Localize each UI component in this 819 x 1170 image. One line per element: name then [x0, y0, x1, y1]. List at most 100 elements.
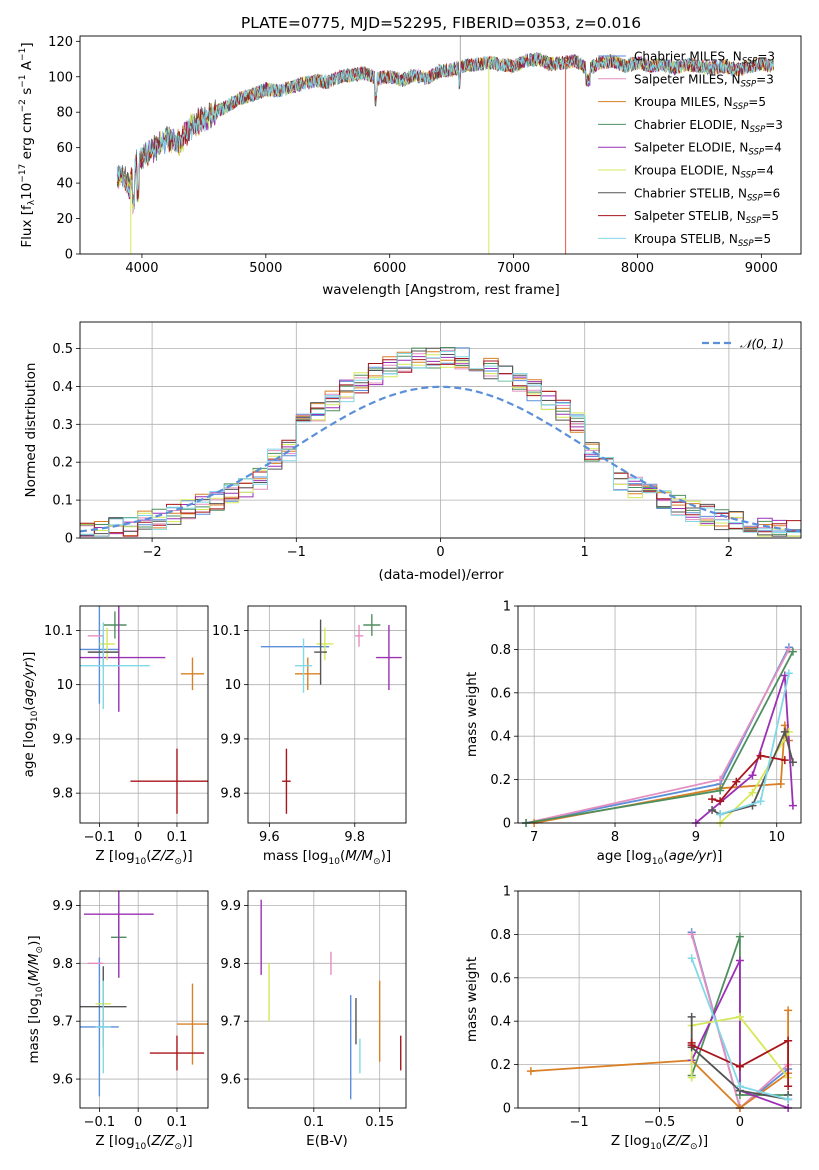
- x-tick-label: 9000: [745, 261, 778, 276]
- label-part: mass [log: [263, 848, 329, 864]
- label-part: SSP: [748, 148, 764, 158]
- axes-frame: [79, 605, 209, 824]
- x-tick-label: 0: [736, 1115, 744, 1130]
- y-tick-label: 9.9: [52, 899, 73, 914]
- weight-marker: [526, 1067, 535, 1076]
- x-tick-label: 5000: [249, 261, 282, 276]
- panel-mass_vs_ebv: 0.1 0.15 9.6 9.7 9.8 9.9 E(B-V): [220, 890, 407, 1149]
- label-part: age [log: [597, 848, 652, 864]
- label-part: Flux [f: [19, 204, 35, 248]
- weight-marker: [788, 801, 797, 810]
- label-part: s: [19, 88, 35, 99]
- y-tick-label: 0.1: [52, 494, 73, 509]
- x-tick-label: 6000: [373, 261, 406, 276]
- weight-marker: [687, 1012, 696, 1021]
- x-tick-label: −1: [287, 545, 306, 560]
- label-part: 10: [650, 1142, 662, 1152]
- label-part: Kroupa ELODIE, N: [634, 164, 741, 178]
- label-part: ⊙: [175, 1142, 183, 1152]
- y-tick-label: 0.8: [490, 643, 511, 658]
- y-tick-label: 0.5: [52, 342, 73, 357]
- weight-marker: [780, 756, 789, 765]
- y-tick-label: 60: [56, 141, 73, 156]
- x-axis-label: Z [log10(Z/Z⊙)]: [95, 848, 192, 867]
- weight-marker: [687, 954, 696, 963]
- label-part: )]: [381, 848, 392, 864]
- x-tick-label: 0.1: [303, 1115, 324, 1130]
- label-part: (: [663, 848, 668, 864]
- weight-marker: [784, 1036, 793, 1045]
- label-part: (: [340, 848, 345, 864]
- label-part: =4: [756, 164, 774, 178]
- label-part: 10: [19, 183, 35, 200]
- weight-line: [525, 651, 794, 823]
- axes-frame: [79, 35, 802, 255]
- label-part: )]: [698, 1133, 709, 1149]
- label-part: )]: [21, 652, 37, 663]
- axes-frame: [247, 605, 407, 824]
- label-part: SSP: [738, 239, 754, 249]
- histogram-line: [80, 354, 801, 537]
- label-part: SSP: [746, 216, 762, 226]
- legend-entry: Salpeter STELIB, NSSP=5: [634, 209, 779, 226]
- label-part: Z [log: [611, 1133, 650, 1149]
- label-part: =3: [765, 118, 783, 132]
- label-part: =5: [754, 232, 772, 246]
- y-tick-label: 80: [56, 106, 73, 121]
- y-tick-label: 0.4: [490, 730, 511, 745]
- spectrum-line: [116, 52, 774, 204]
- label-part: Chabrier STELIB, N: [634, 186, 747, 200]
- y-tick-label: 9.9: [220, 732, 241, 747]
- weight-marker: [735, 932, 744, 941]
- label-part: SSP: [741, 171, 757, 181]
- y-tick-label: 0: [65, 248, 73, 263]
- y-tick-label: 10.1: [212, 624, 241, 639]
- axes-frame: [79, 321, 802, 539]
- label-part: 10: [328, 857, 340, 867]
- axes-frame: [517, 890, 802, 1109]
- panel-spectrum: 4000 5000 6000 7000 8000 9000 0 20 40 60 80 100 120 C…: [18, 35, 802, 298]
- y-axis-label: Normed distribution: [23, 363, 39, 498]
- figure-title: PLATE=0775, MJD=52295, FIBERID=0353, z=0…: [241, 14, 641, 32]
- x-tick-label: −0.1: [84, 1115, 116, 1130]
- y-axis-label: mass weight: [464, 672, 480, 757]
- y-tick-label: 0.4: [490, 1015, 511, 1030]
- normal-curve: [79, 385, 802, 533]
- x-tick-label: −0.1: [84, 830, 116, 845]
- x-axis-label: mass [log10(M/M⊙)]: [263, 848, 391, 867]
- y-tick-label: 0.8: [490, 928, 511, 943]
- label-part: =3: [756, 72, 774, 86]
- y-tick-label: 0.6: [490, 686, 511, 701]
- label-part: (: [21, 705, 37, 710]
- label-part: )]: [182, 848, 193, 864]
- weight-marker: [716, 786, 725, 795]
- label-part: Chabrier ELODIE, N: [634, 118, 750, 132]
- label-part: ⊙: [175, 857, 183, 867]
- panel-residual_hist: −2 −1 0 1 2 0 0.1 0.2 0.3 0.4 0.5 𝒩(0, 1) (data-mode…: [23, 321, 802, 583]
- label-part: Z/Z: [666, 1133, 691, 1149]
- y-tick-label: 9.8: [220, 787, 241, 802]
- x-axis-label: wavelength [Angstrom, rest frame]: [322, 282, 560, 298]
- weight-line: [534, 725, 790, 823]
- label-part: A: [19, 60, 35, 74]
- x-tick-label: 4000: [125, 261, 158, 276]
- label-part: ]: [19, 42, 35, 47]
- label-part: Z [log: [95, 848, 134, 864]
- label-part: M/M: [345, 848, 373, 864]
- label-part: −2: [18, 99, 28, 112]
- y-tick-label: 1: [503, 885, 511, 900]
- label-part: λ: [27, 199, 37, 205]
- label-part: −1: [18, 74, 28, 87]
- label-part: Z [log: [95, 1133, 134, 1149]
- label-part: ⊙: [373, 857, 381, 867]
- legend-entry: Kroupa STELIB, NSSP=5: [634, 232, 771, 249]
- weight-marker: [735, 1062, 744, 1071]
- weight-marker: [756, 797, 765, 806]
- y-tick-label: 1: [503, 600, 511, 615]
- legend-entry: Kroupa MILES, NSSP=5: [634, 95, 766, 112]
- y-tick-label: 9.9: [220, 899, 241, 914]
- label-part: =3: [757, 50, 775, 64]
- label-part: age/yr: [21, 661, 37, 706]
- y-tick-label: 10.1: [44, 624, 73, 639]
